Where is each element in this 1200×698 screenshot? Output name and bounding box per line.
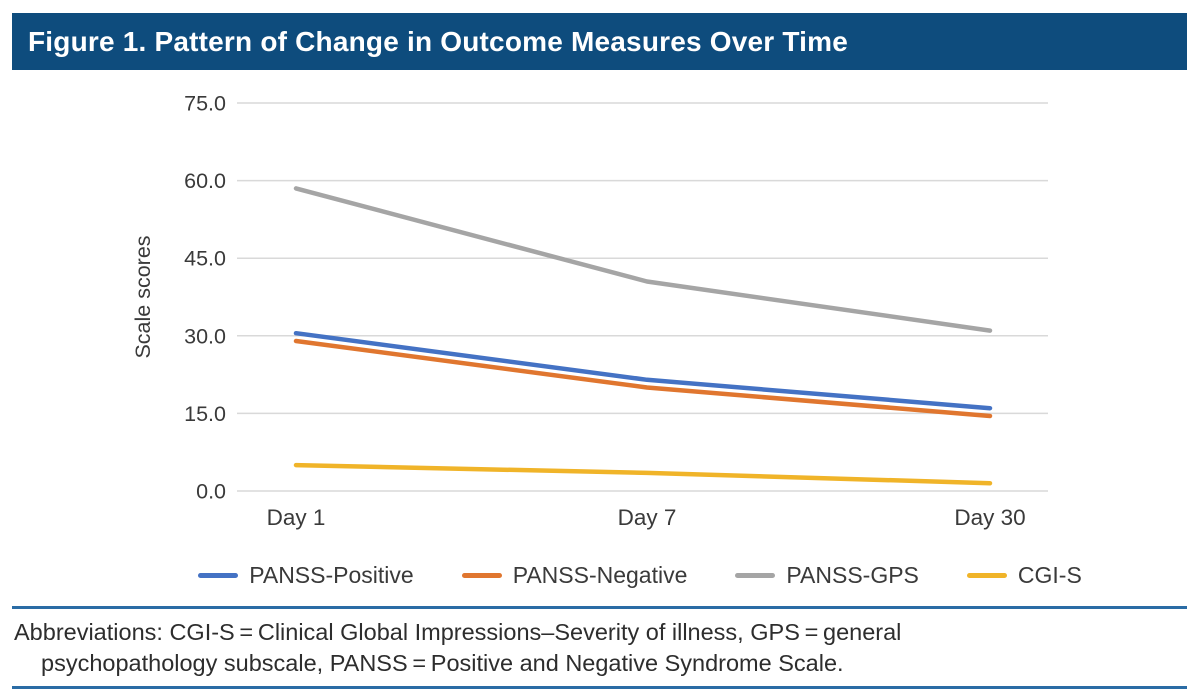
x-tick-label: Day 1 — [267, 505, 326, 530]
x-tick-label: Day 7 — [618, 505, 677, 530]
series-line-cgi-s — [293, 462, 993, 486]
abbreviations-footnote: Abbreviations: CGI-S = Clinical Global I… — [12, 606, 1187, 689]
y-tick-label: 15.0 — [184, 402, 226, 426]
legend-swatch-icon — [735, 572, 776, 578]
chart-legend: PANSS-Positive PANSS-Negative PANSS-GPS CGI… — [80, 560, 1200, 590]
legend-label: PANSS-Negative — [512, 561, 688, 588]
series-line-panss-negative — [293, 338, 993, 419]
legend-label: PANSS-GPS — [786, 561, 919, 588]
y-tick-label: 45.0 — [184, 247, 226, 271]
line-chart: 0.0 15.0 30.0 45.0 60.0 75.0 Scale scores Day 1… — [131, 92, 1048, 530]
y-tick-label: 30.0 — [184, 324, 226, 348]
x-tick-label: Day 30 — [954, 505, 1025, 530]
legend-label: PANSS-Positive — [249, 561, 414, 588]
legend-swatch-icon — [198, 572, 239, 578]
legend-label: CGI-S — [1017, 561, 1082, 588]
series-line-panss-gps — [293, 186, 993, 333]
figure-title-bar: Figure 1. Pattern of Change in Outcome M… — [12, 13, 1187, 70]
figure-title: Figure 1. Pattern of Change in Outcome M… — [28, 25, 848, 57]
legend-item: PANSS-Positive — [198, 561, 414, 589]
legend-swatch-icon — [461, 572, 502, 578]
legend-item: PANSS-GPS — [735, 562, 919, 589]
legend-swatch-icon — [966, 572, 1007, 578]
footnote-line-1: Abbreviations: CGI-S = Clinical Global I… — [14, 619, 902, 645]
legend-item: CGI-S — [966, 561, 1082, 589]
legend-item: PANSS-Negative — [461, 561, 688, 589]
y-tick-label: 60.0 — [184, 169, 226, 193]
y-tick-label: 75.0 — [184, 92, 226, 116]
footnote-line-2: psychopathology subscale, PANSS = Positi… — [41, 650, 844, 676]
y-axis-title: Scale scores — [131, 235, 155, 358]
series-line-panss-positive — [293, 330, 993, 411]
y-tick-label: 0.0 — [196, 480, 226, 504]
